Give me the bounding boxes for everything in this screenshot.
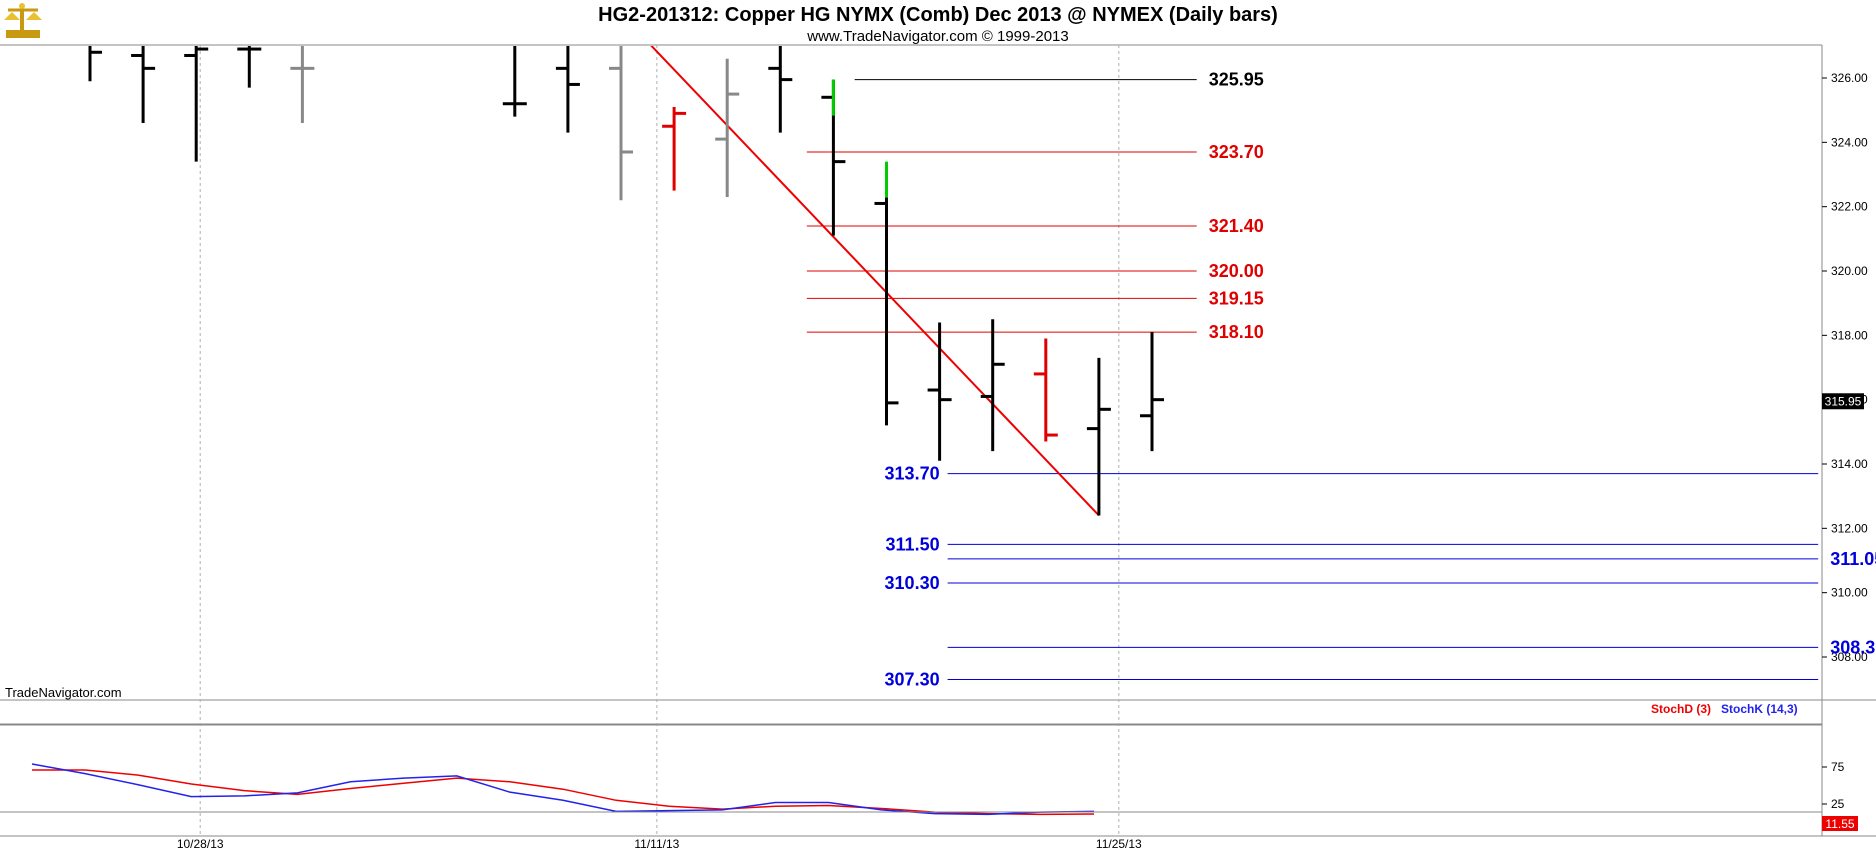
y-tick-label: 320.00 xyxy=(1831,264,1868,278)
stoch-tick-label: 25 xyxy=(1831,797,1845,811)
price-panel-frame xyxy=(0,44,1876,836)
downtrend-line xyxy=(650,46,1100,517)
y-tick-label: 318.00 xyxy=(1831,328,1868,342)
chart-subtitle: www.TradeNavigator.com © 1999-2013 xyxy=(806,28,1068,45)
chart-title: HG2-201312: Copper HG NYMX (Comb) Dec 20… xyxy=(598,4,1278,26)
last-price-label: 315.95 xyxy=(1825,394,1862,408)
legend-stoch-k: StochK (14,3) xyxy=(1721,702,1798,716)
watermark-text: TradeNavigator.com xyxy=(5,685,122,700)
ohlc-bar xyxy=(1086,357,1111,516)
stoch-tick-label: 75 xyxy=(1831,760,1845,774)
ohlc-bar xyxy=(662,106,687,191)
gold-scale-logo-icon xyxy=(4,3,42,38)
x-tick-label: 11/25/13 xyxy=(1096,837,1142,851)
y-tick-label: 314.00 xyxy=(1831,457,1868,471)
stochastic-lines xyxy=(31,763,1095,816)
support-label: 311.05 xyxy=(1830,549,1876,569)
ohlc-bar xyxy=(609,46,633,201)
ohlc-bar xyxy=(1140,332,1164,452)
grid-lines xyxy=(199,45,1120,836)
ohlc-bar xyxy=(1033,338,1058,442)
ohlc-bar xyxy=(927,322,952,461)
ohlc-bar xyxy=(502,46,527,117)
y-tick-label: 312.00 xyxy=(1831,521,1868,535)
support-label: 307.30 xyxy=(885,670,940,690)
trendline-layer xyxy=(650,46,1100,517)
y-tick-label: 322.00 xyxy=(1831,200,1868,214)
stoch-d-line xyxy=(32,769,1095,816)
resistance-label: 325.95 xyxy=(1209,70,1264,90)
price-levels: 325.95 323.70 321.40 320.00 319.15 318.10 313.… xyxy=(806,70,1876,690)
support-label: 310.30 xyxy=(885,573,940,593)
stochastic-y-axis: 75 25 xyxy=(0,724,1845,813)
ohlc-bar xyxy=(290,46,315,124)
support-label: 311.50 xyxy=(886,534,940,554)
ohlc-bar xyxy=(131,46,156,124)
x-tick-label: 10/28/13 xyxy=(177,837,224,851)
ohlc-bar xyxy=(237,46,262,88)
support-label: 308.30 xyxy=(1830,637,1876,657)
ohlc-bar xyxy=(88,46,102,82)
date-x-axis: 10/28/13 11/11/13 11/25/13 xyxy=(177,837,1142,851)
logo xyxy=(4,3,42,38)
y-tick-label: 310.00 xyxy=(1831,586,1868,600)
stochastic-panel-frame xyxy=(0,723,1876,837)
ohlc-bar xyxy=(821,79,846,236)
last-stoch-label: 11.55 xyxy=(1825,817,1854,831)
resistance-label: 318.10 xyxy=(1209,322,1264,342)
resistance-label: 321.40 xyxy=(1209,216,1264,236)
ohlc-bar xyxy=(555,46,580,133)
y-tick-label: 326.00 xyxy=(1831,71,1868,85)
resistance-label: 323.70 xyxy=(1209,142,1264,162)
ohlc-bar xyxy=(715,58,740,198)
ohlc-bar xyxy=(768,46,793,133)
y-tick-label: 308.00 xyxy=(1831,650,1868,664)
ohlc-bars xyxy=(88,46,1164,516)
ohlc-bar xyxy=(980,319,1005,452)
y-tick-label: 324.00 xyxy=(1831,135,1868,149)
resistance-label: 319.15 xyxy=(1209,288,1264,308)
legend-stoch-d: StochD (3) xyxy=(1651,702,1711,716)
last-price-badge: 315.95 xyxy=(1822,393,1864,410)
price-y-axis: 326.00324.00322.00320.00318.00316.00314.… xyxy=(1822,71,1868,664)
ohlc-bar xyxy=(184,46,209,162)
last-stoch-badge: 11.55 xyxy=(1822,816,1858,831)
x-tick-label: 11/11/13 xyxy=(634,837,679,851)
support-label: 313.70 xyxy=(885,464,940,484)
ohlc-bar xyxy=(874,161,899,426)
resistance-label: 320.00 xyxy=(1209,261,1264,281)
